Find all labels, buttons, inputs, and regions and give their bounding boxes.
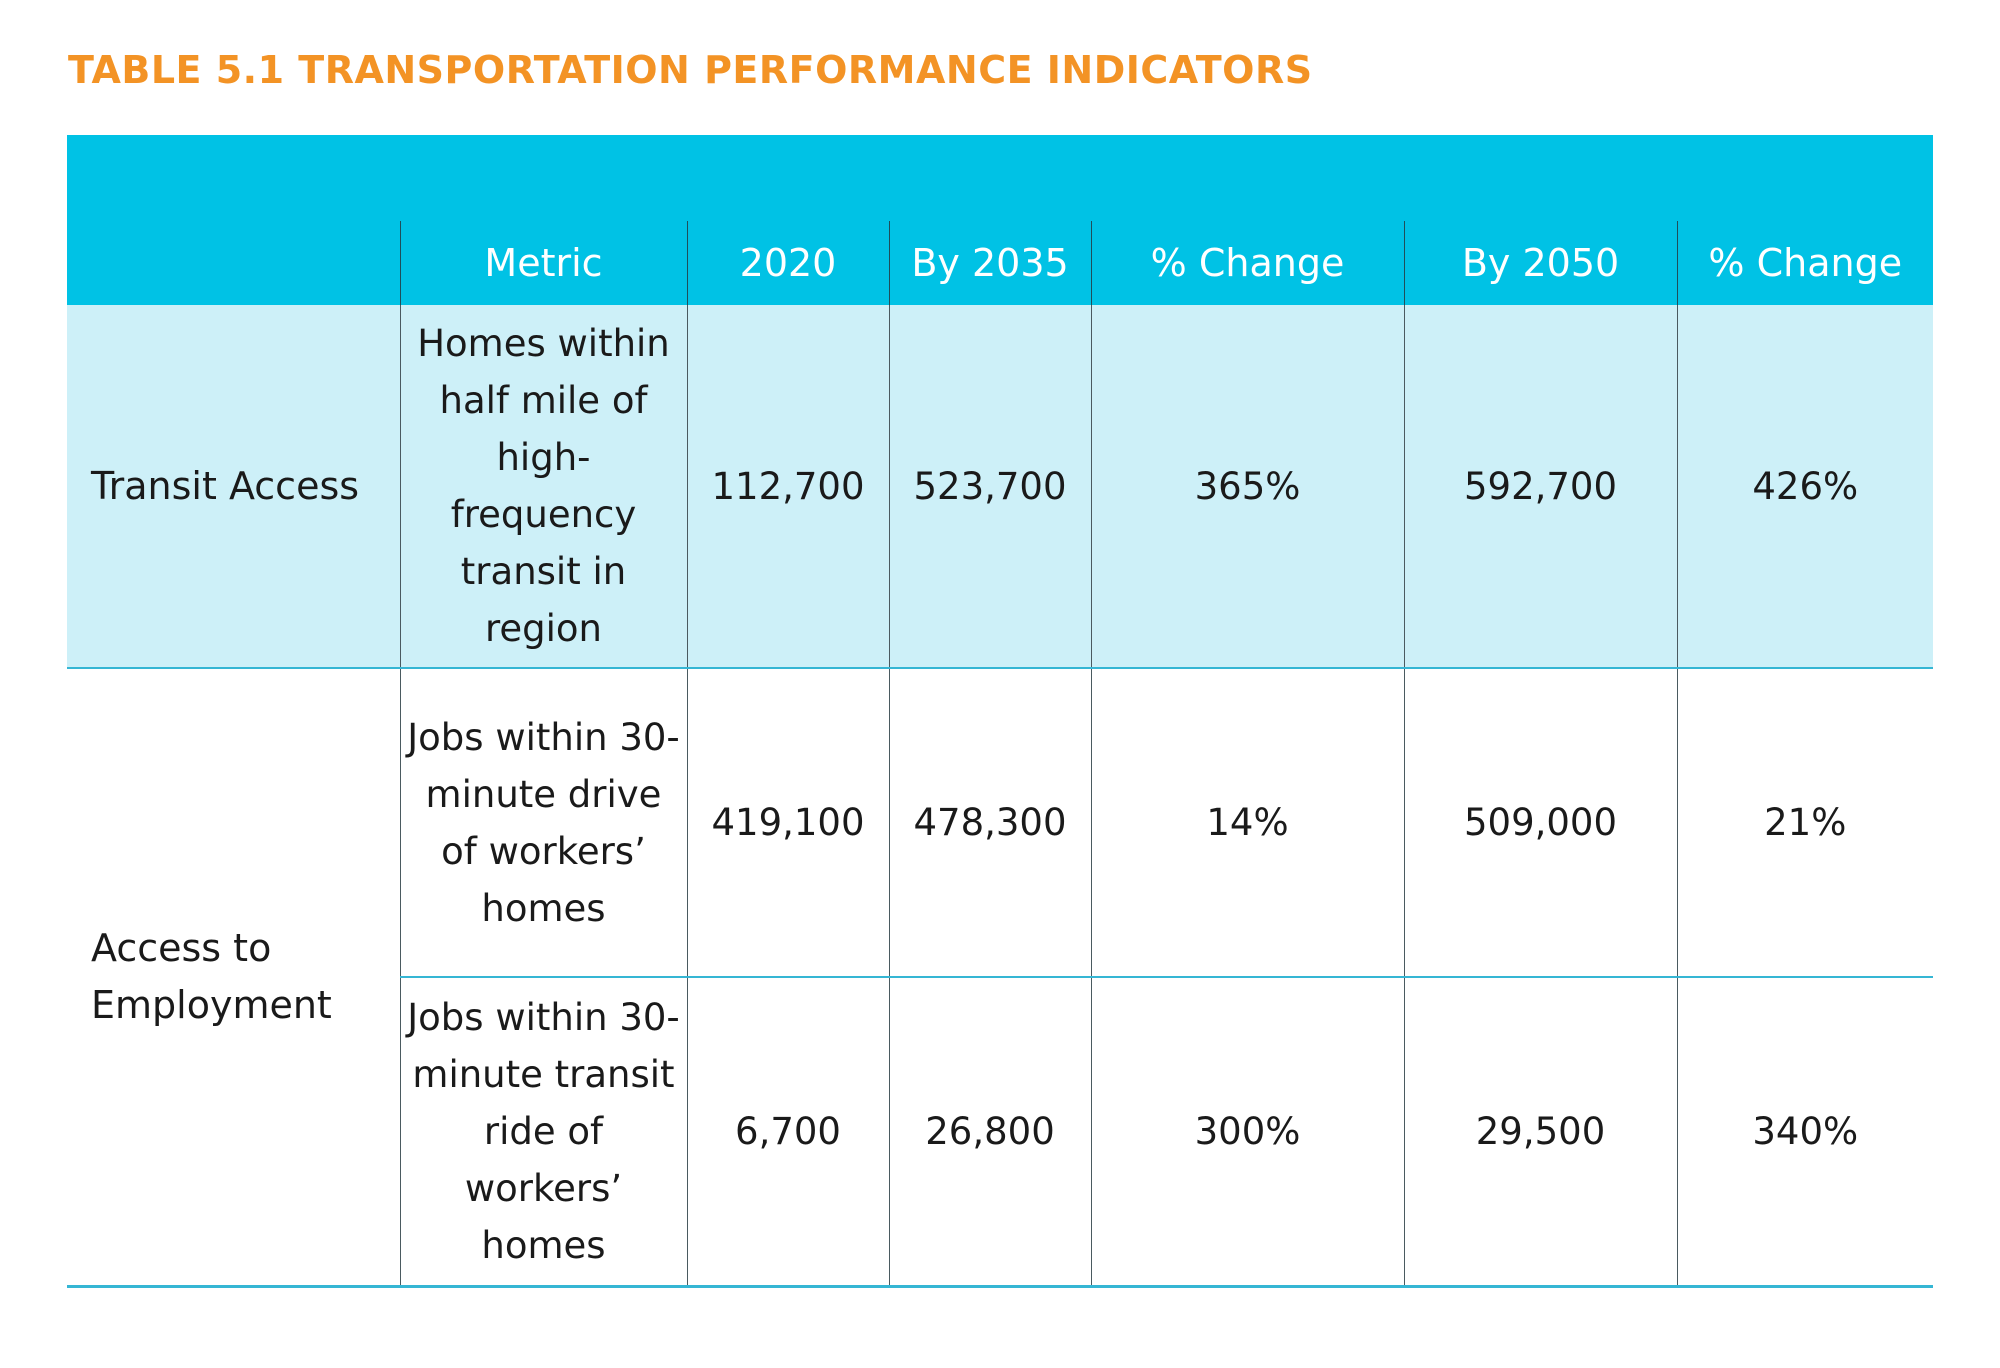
header-by-2035: By 2035	[888, 221, 1091, 305]
header-pct-change-2050: % Change	[1676, 221, 1933, 305]
value-pct-change-2050: 426%	[1676, 305, 1933, 669]
value-2020: 419,100	[686, 668, 889, 978]
table-row: Transit Access Homes within half mile of…	[67, 305, 1933, 669]
value-pct-change-2050: 340%	[1676, 977, 1933, 1288]
header-category	[67, 221, 400, 305]
header-2020: 2020	[686, 221, 889, 305]
value-2020: 6,700	[686, 977, 889, 1288]
metric-cell: Jobs within 30-minute transit ride of wo…	[399, 977, 687, 1288]
value-pct-change-2035: 14%	[1090, 668, 1404, 978]
table-row: Access to Employment Jobs within 30-minu…	[67, 668, 1933, 1288]
header-band	[67, 135, 1933, 221]
metric-cell: Jobs within 30-minute drive of workers’ …	[399, 668, 687, 978]
value-by-2035: 478,300	[888, 668, 1091, 978]
value-by-2035: 523,700	[888, 305, 1091, 669]
category-access-to-employment: Access to Employment	[67, 668, 400, 1288]
value-pct-change-2050: 21%	[1676, 668, 1933, 978]
value-by-2050: 29,500	[1403, 977, 1677, 1288]
header-metric: Metric	[399, 221, 687, 305]
table-title: TABLE 5.1 TRANSPORTATION PERFORMANCE IND…	[68, 48, 1313, 92]
performance-table-container: Metric 2020 By 2035 % Change By 2050 % C…	[67, 135, 1933, 1288]
category-transit-access: Transit Access	[67, 305, 400, 669]
value-pct-change-2035: 365%	[1090, 305, 1404, 669]
header-row: Metric 2020 By 2035 % Change By 2050 % C…	[67, 221, 1933, 305]
performance-indicators-table: Metric 2020 By 2035 % Change By 2050 % C…	[67, 135, 1933, 1288]
header-by-2050: By 2050	[1403, 221, 1677, 305]
header-pct-change-2035: % Change	[1090, 221, 1404, 305]
value-2020: 112,700	[686, 305, 889, 669]
value-by-2035: 26,800	[888, 977, 1091, 1288]
value-by-2050: 509,000	[1403, 668, 1677, 978]
metric-cell: Homes within half mile of high-frequency…	[399, 305, 687, 669]
value-by-2050: 592,700	[1403, 305, 1677, 669]
table-row: Jobs within 30-minute transit ride of wo…	[67, 977, 1933, 1288]
value-pct-change-2035: 300%	[1090, 977, 1404, 1288]
